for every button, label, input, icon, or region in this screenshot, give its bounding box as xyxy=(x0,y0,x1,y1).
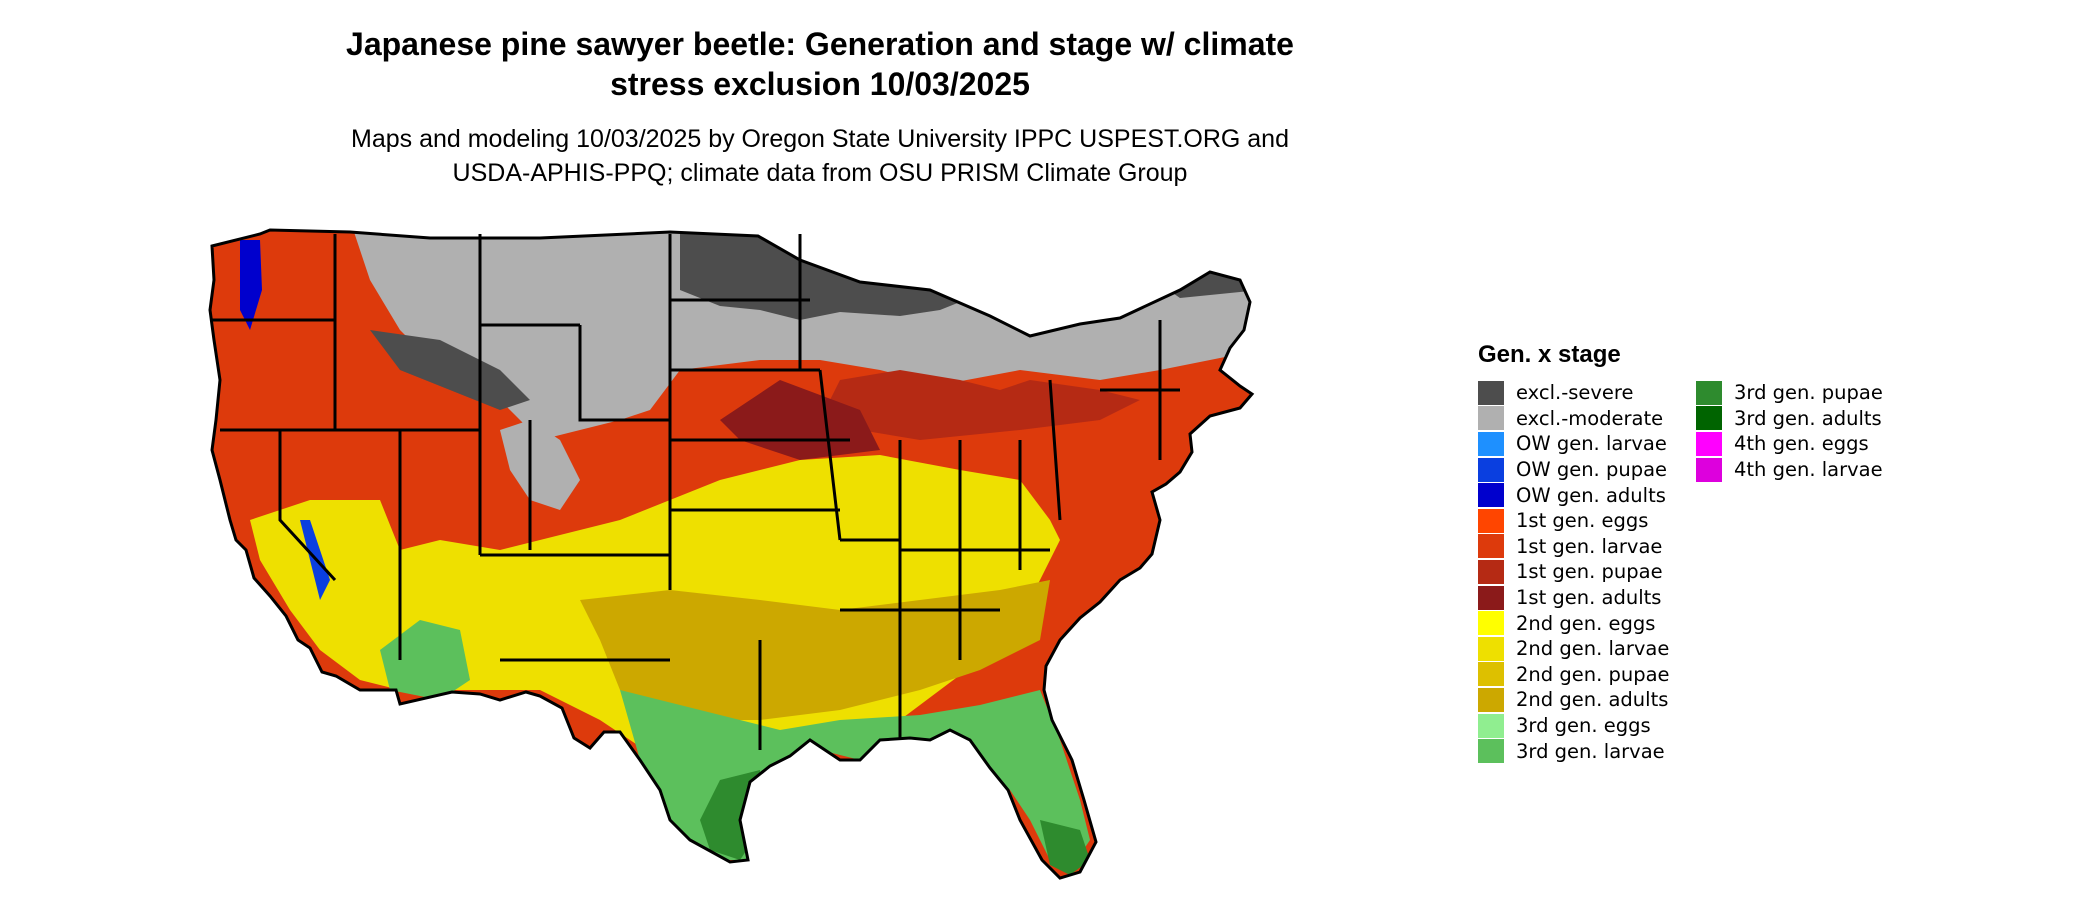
legend-title: Gen. x stage xyxy=(1478,341,1621,368)
legend-swatch xyxy=(1478,534,1504,559)
legend-swatch xyxy=(1478,457,1504,482)
legend-item: 1st gen. pupae xyxy=(1478,559,1670,585)
legend-item: excl.-severe xyxy=(1478,380,1670,406)
legend-swatch xyxy=(1478,611,1504,636)
legend-label: OW gen. adults xyxy=(1516,483,1666,507)
legend-swatch xyxy=(1478,483,1504,508)
legend-item: 2nd gen. adults xyxy=(1478,687,1670,713)
map-subtitle: Maps and modeling 10/03/2025 by Oregon S… xyxy=(230,122,1410,190)
legend-swatch xyxy=(1478,636,1504,661)
legend-item: OW gen. larvae xyxy=(1478,431,1670,457)
legend-item: 1st gen. eggs xyxy=(1478,508,1670,534)
legend-column-2: 3rd gen. pupae 3rd gen. adults 4th gen. eg… xyxy=(1696,380,1883,482)
legend-item: excl.-moderate xyxy=(1478,406,1670,432)
map-title: Japanese pine sawyer beetle: Generation … xyxy=(230,24,1410,104)
legend-item: 1st gen. adults xyxy=(1478,585,1670,611)
subtitle-line-2: USDA-APHIS-PPQ; climate data from OSU PR… xyxy=(452,159,1188,187)
legend-swatch xyxy=(1478,713,1504,738)
legend-swatch xyxy=(1478,431,1504,456)
legend-swatch xyxy=(1478,508,1504,533)
legend-swatch xyxy=(1696,380,1722,405)
title-line-1: Japanese pine sawyer beetle: Generation … xyxy=(346,26,1294,62)
legend-label: 1st gen. pupae xyxy=(1516,560,1663,584)
legend-swatch xyxy=(1696,457,1722,482)
legend-item: 3rd gen. adults xyxy=(1696,406,1883,432)
legend-item: 3rd gen. eggs xyxy=(1478,713,1670,739)
legend-item: 3rd gen. larvae xyxy=(1478,738,1670,764)
legend-label: OW gen. larvae xyxy=(1516,432,1667,456)
legend-label: 2nd gen. larvae xyxy=(1516,637,1670,661)
legend-swatch xyxy=(1478,662,1504,687)
legend-label: excl.-moderate xyxy=(1516,406,1664,430)
legend-label: 3rd gen. eggs xyxy=(1516,714,1651,738)
legend-label: excl.-severe xyxy=(1516,381,1634,405)
legend-label: 2nd gen. pupae xyxy=(1516,662,1670,686)
legend-column-1: excl.-severe excl.-moderate OW gen. larvae… xyxy=(1478,380,1670,764)
legend-label: 3rd gen. adults xyxy=(1734,406,1882,430)
state-borders xyxy=(208,228,1254,880)
legend-item: 2nd gen. eggs xyxy=(1478,610,1670,636)
legend-item: 2nd gen. larvae xyxy=(1478,636,1670,662)
legend-swatch xyxy=(1478,585,1504,610)
legend-label: 1st gen. adults xyxy=(1516,586,1662,610)
legend-label: 4th gen. larvae xyxy=(1734,458,1883,482)
legend-item: OW gen. pupae xyxy=(1478,457,1670,483)
legend-item: 1st gen. larvae xyxy=(1478,534,1670,560)
legend-item: 2nd gen. pupae xyxy=(1478,662,1670,688)
legend-swatch xyxy=(1478,406,1504,431)
legend-label: OW gen. pupae xyxy=(1516,458,1668,482)
legend-label: 3rd gen. larvae xyxy=(1516,739,1665,763)
legend-label: 2nd gen. adults xyxy=(1516,688,1669,712)
legend-swatch xyxy=(1478,559,1504,584)
legend-swatch xyxy=(1478,687,1504,712)
legend-label: 3rd gen. pupae xyxy=(1734,381,1883,405)
legend-swatch xyxy=(1478,380,1504,405)
subtitle-line-1: Maps and modeling 10/03/2025 by Oregon S… xyxy=(351,125,1289,153)
legend-item: 3rd gen. pupae xyxy=(1696,380,1883,406)
legend-item: 4th gen. larvae xyxy=(1696,457,1883,483)
title-line-2: stress exclusion 10/03/2025 xyxy=(610,66,1030,102)
legend-label: 4th gen. eggs xyxy=(1734,432,1869,456)
legend-swatch xyxy=(1478,739,1504,764)
legend-label: 1st gen. larvae xyxy=(1516,534,1663,558)
legend-swatch xyxy=(1696,431,1722,456)
legend-swatch xyxy=(1696,406,1722,431)
legend-label: 2nd gen. eggs xyxy=(1516,611,1656,635)
legend-label: 1st gen. eggs xyxy=(1516,509,1649,533)
us-stage-map xyxy=(208,228,1254,880)
legend-item: 4th gen. eggs xyxy=(1696,431,1883,457)
legend-item: OW gen. adults xyxy=(1478,482,1670,508)
